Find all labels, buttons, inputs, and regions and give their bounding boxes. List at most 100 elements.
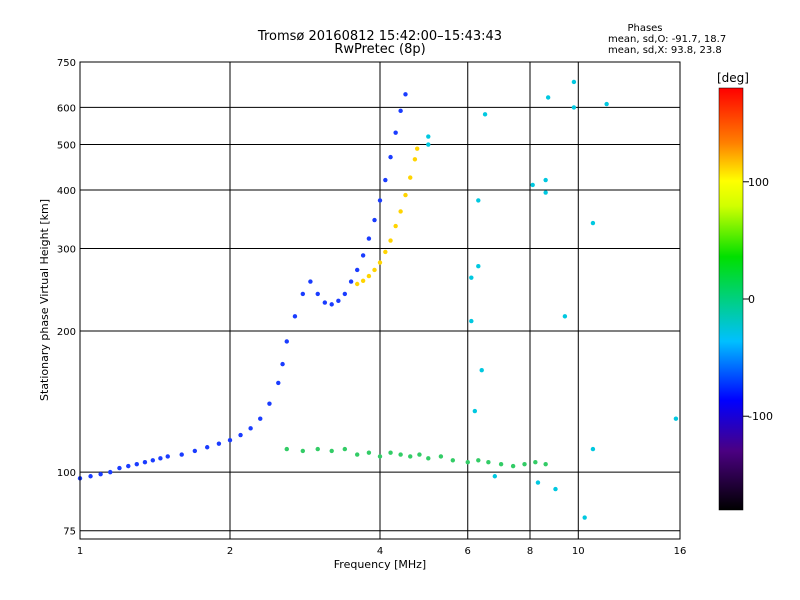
- data-point: [486, 460, 491, 465]
- data-point: [150, 458, 156, 463]
- data-point: [360, 278, 366, 283]
- data-point: [88, 474, 93, 479]
- grid-layer: [80, 62, 680, 539]
- data-point: [388, 238, 393, 243]
- x-tick-label: 10: [572, 546, 585, 557]
- data-point: [398, 108, 403, 114]
- colorbar-ticks: 100 0 -100: [743, 176, 773, 423]
- data-point: [366, 450, 372, 455]
- data-point: [366, 273, 372, 279]
- data-point: [472, 408, 478, 414]
- data-point: [476, 198, 481, 203]
- chart-subtitle: RwPretec (8p): [334, 42, 425, 57]
- data-point: [393, 130, 398, 135]
- data-point: [450, 458, 456, 463]
- data-point: [469, 318, 474, 324]
- y-tick-label: 600: [57, 103, 76, 114]
- data-point: [377, 198, 383, 203]
- data-point: [590, 220, 596, 226]
- data-point: [372, 267, 377, 273]
- y-tick-label: 400: [57, 186, 76, 197]
- data-point: [280, 361, 285, 367]
- data-point: [108, 469, 113, 475]
- data-point: [267, 401, 272, 406]
- data-point: [354, 267, 360, 273]
- data-points-layer: [77, 79, 679, 520]
- y-tick-label: 200: [57, 327, 76, 338]
- data-point: [590, 446, 596, 452]
- data-point: [426, 134, 431, 139]
- data-point: [476, 458, 481, 463]
- data-point: [492, 474, 498, 479]
- data-point: [300, 291, 306, 297]
- colorbar: [718, 87, 744, 511]
- data-point: [216, 441, 222, 446]
- data-point: [398, 209, 403, 214]
- data-point: [438, 454, 444, 459]
- data-point: [360, 253, 366, 258]
- data-point: [543, 177, 548, 183]
- x-tick-label: 2: [227, 546, 233, 557]
- data-point: [377, 454, 383, 459]
- data-point: [284, 446, 289, 452]
- data-point: [543, 190, 548, 195]
- y-tick-label: 100: [57, 468, 76, 479]
- data-point: [403, 92, 408, 97]
- data-point: [412, 157, 418, 162]
- data-point: [354, 281, 360, 287]
- data-point: [248, 426, 253, 431]
- data-point: [417, 452, 422, 457]
- x-tick-label: 6: [465, 546, 471, 557]
- x-axis-label: Frequency [MHz]: [334, 558, 426, 571]
- phases-box-line-x: mean, sd,X: 93.8, 23.8: [608, 45, 722, 56]
- data-point: [522, 461, 527, 467]
- data-point: [354, 452, 360, 457]
- data-point: [322, 300, 328, 305]
- x-tick-label: 4: [377, 546, 383, 557]
- ticks-layer: 1 2 4 6 8 10 16 75 100 200 300 400 500 600 750: [57, 58, 686, 557]
- data-point: [469, 275, 474, 280]
- data-point: [366, 236, 372, 241]
- data-point: [408, 454, 413, 459]
- data-point: [398, 452, 403, 457]
- data-point: [300, 448, 306, 454]
- data-point: [342, 446, 348, 452]
- data-point: [479, 368, 484, 373]
- data-point: [562, 314, 568, 319]
- data-point: [276, 380, 281, 386]
- phases-box-line-o: mean, sd,O: -91.7, 18.7: [608, 34, 726, 45]
- data-point: [134, 461, 139, 467]
- colorbar-tick-label: -100: [748, 410, 773, 423]
- y-tick-label: 500: [57, 141, 76, 152]
- data-point: [329, 302, 334, 307]
- data-point: [165, 454, 170, 459]
- data-point: [388, 154, 393, 160]
- data-point: [348, 279, 354, 284]
- y-tick-label: 750: [57, 58, 76, 69]
- data-point: [158, 456, 163, 461]
- data-point: [543, 461, 548, 467]
- data-point: [383, 249, 388, 255]
- data-point: [258, 416, 263, 421]
- colorbar-tick-label: 0: [748, 293, 755, 306]
- x-tick-label: 8: [527, 546, 533, 557]
- data-point: [383, 177, 388, 183]
- data-point: [482, 112, 488, 117]
- colorbar-label: [deg]: [717, 71, 749, 85]
- chart-title: Tromsø 20160812 15:42:00–15:43:43: [257, 29, 502, 44]
- data-point: [604, 101, 609, 107]
- data-point: [571, 79, 577, 85]
- data-point: [582, 515, 587, 520]
- plot-frame: [79, 61, 681, 540]
- data-point: [126, 463, 131, 469]
- data-point: [533, 460, 538, 465]
- phases-box-title: Phases: [627, 23, 662, 34]
- colorbar-tick-label: 100: [748, 176, 769, 189]
- data-point: [530, 182, 535, 188]
- data-point: [465, 460, 470, 465]
- data-point: [403, 192, 408, 198]
- data-point: [673, 416, 679, 421]
- data-point: [553, 486, 558, 492]
- data-point: [393, 223, 398, 229]
